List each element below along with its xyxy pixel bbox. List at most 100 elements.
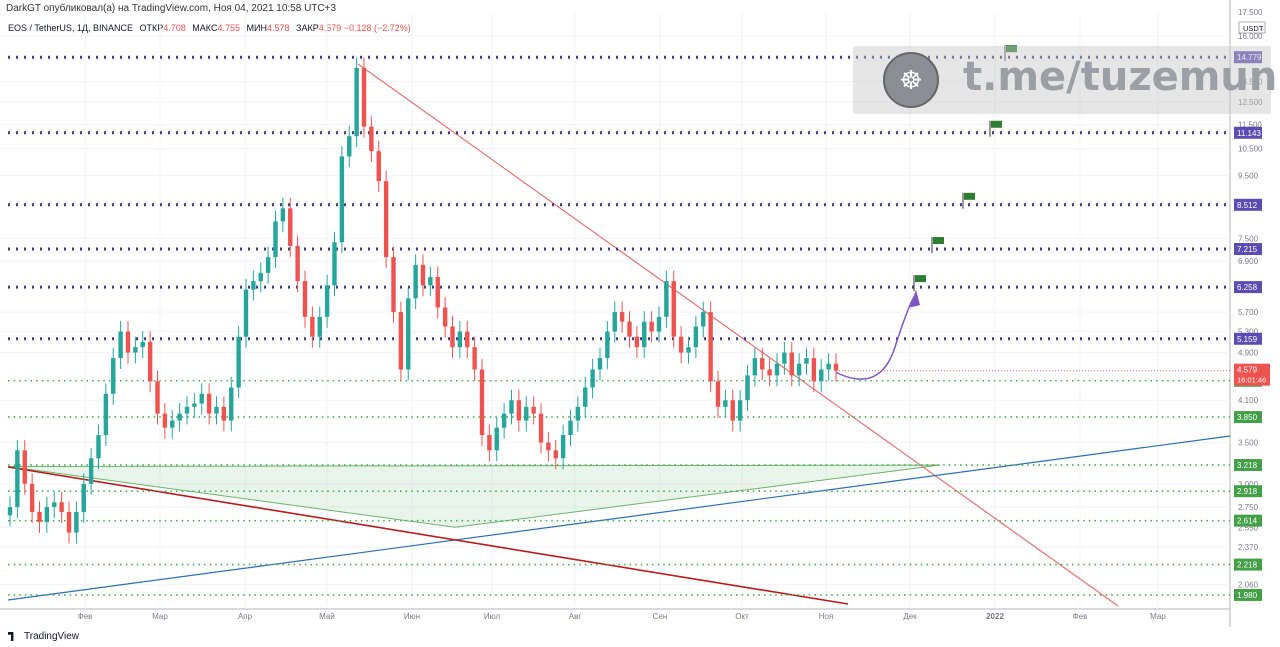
candle: [465, 321, 470, 359]
candle-body: [435, 276, 440, 308]
projection-arrowhead: [910, 289, 920, 308]
candle: [796, 353, 802, 387]
candle-body: [420, 264, 426, 286]
candle: [15, 439, 20, 519]
candle-body: [524, 406, 529, 421]
candle: [111, 347, 116, 405]
candle: [229, 377, 234, 432]
x-tick-label: Сен: [653, 612, 668, 621]
candle: [7, 496, 13, 527]
candle-body: [310, 316, 315, 337]
change-value: −0.128 (−2.72%): [343, 23, 411, 33]
badge-bg: [1234, 51, 1262, 64]
level-price-badge: 11.143: [1234, 126, 1262, 139]
candle-body: [199, 393, 204, 404]
candle-body: [494, 427, 499, 451]
badge-bg: [1234, 485, 1262, 498]
candle: [826, 353, 831, 381]
candle-body: [546, 442, 551, 451]
accumulation-zone: [7, 464, 941, 528]
x-tick-label: Апр: [238, 612, 253, 621]
candle-body: [509, 400, 514, 414]
level-price-badge: 5.159: [1234, 332, 1262, 345]
candle: [310, 306, 315, 348]
y-tick-label: 3.500: [1238, 439, 1259, 448]
candle-body: [265, 257, 271, 273]
candle: [221, 396, 227, 432]
current-badge-bg: [1234, 363, 1270, 386]
badge-bg: [1234, 459, 1262, 472]
candle: [678, 326, 684, 364]
projection-arrow: [835, 293, 917, 380]
y-tick-label: 5.300: [1238, 328, 1259, 337]
candle-body: [590, 369, 595, 388]
candle: [634, 326, 640, 359]
candle: [487, 424, 492, 462]
candle: [435, 266, 440, 319]
candle: [494, 417, 499, 462]
candle: [383, 170, 389, 269]
candle-body: [442, 307, 448, 327]
target-flag-icon: [1004, 45, 1017, 62]
candle-body: [162, 413, 168, 428]
candle-body: [361, 67, 367, 127]
candle: [752, 347, 758, 387]
candle: [140, 331, 145, 359]
candle-body: [280, 208, 286, 222]
descending-trendline: [357, 63, 1119, 607]
candle: [428, 266, 433, 297]
candle-body: [406, 298, 411, 370]
candle-body: [37, 511, 42, 523]
candle: [782, 342, 787, 375]
badge-bg: [1234, 588, 1262, 601]
badge-text: 14.779: [1237, 53, 1262, 62]
candle-body: [214, 406, 219, 414]
y-tick-label: 2.550: [1238, 523, 1259, 532]
footer-bar: TradingView: [0, 627, 1230, 647]
candle-body: [723, 400, 728, 407]
candle-body: [170, 420, 175, 428]
y-tick-label: 13.500: [1238, 77, 1263, 86]
publisher-caption: DarkGT опубликовал(а) на TradingView.com…: [0, 0, 1230, 18]
candle-body: [619, 312, 625, 322]
candle: [686, 336, 691, 364]
ascending-trendline: [7, 435, 1231, 601]
candle: [516, 389, 522, 432]
candle: [723, 389, 728, 418]
candle: [369, 116, 374, 163]
candle: [170, 410, 175, 439]
candle: [251, 270, 256, 301]
candle: [457, 321, 463, 359]
candle: [819, 358, 824, 393]
candle: [44, 496, 50, 534]
candle-body: [428, 276, 433, 286]
candle-body: [737, 400, 743, 421]
level-price-badge: 6.258: [1234, 281, 1262, 294]
candle-body: [221, 406, 227, 421]
candle: [568, 410, 573, 446]
candle: [472, 336, 477, 381]
candle: [642, 311, 647, 359]
tradingview-logo[interactable]: TradingView: [8, 631, 79, 642]
candle: [649, 311, 654, 343]
flag-cloth: [915, 275, 926, 283]
candle: [59, 491, 64, 523]
badge-text: 2.218: [1237, 561, 1258, 570]
candle-body: [398, 312, 404, 370]
candle-body: [74, 511, 79, 533]
candle: [324, 274, 330, 328]
candle: [96, 424, 101, 470]
candle: [627, 311, 632, 348]
candle: [184, 396, 190, 425]
candle: [774, 353, 780, 387]
candle: [162, 403, 168, 439]
candle-body: [347, 136, 352, 157]
candle-body: [15, 450, 20, 508]
candle-body: [243, 289, 249, 337]
candle: [398, 301, 404, 381]
level-price-badge: 8.512: [1234, 198, 1262, 211]
candle: [66, 501, 72, 544]
candle-body: [819, 369, 824, 382]
long-term-trendline: [7, 466, 849, 605]
